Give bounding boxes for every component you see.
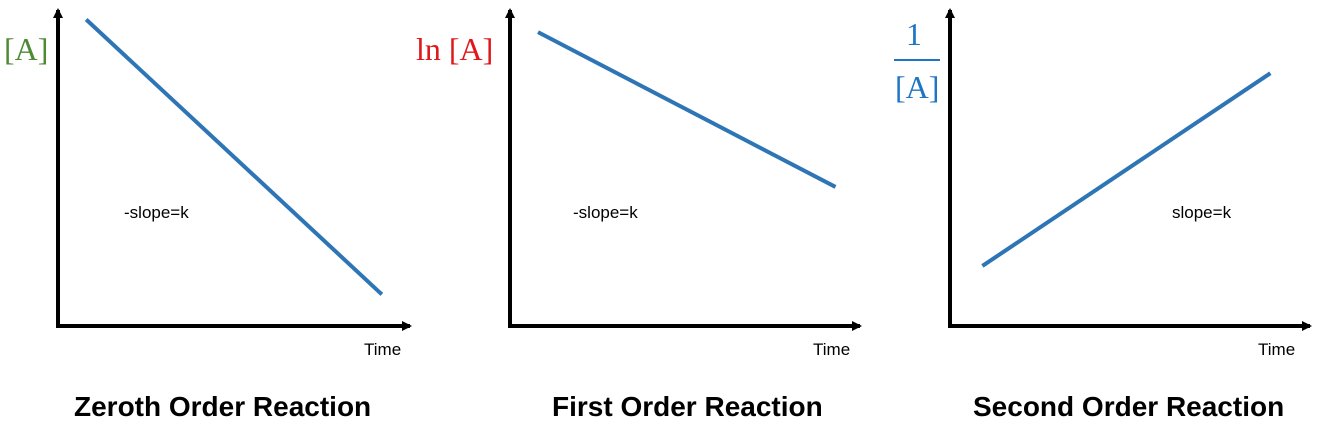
y-axis-label-numerator: 1 — [906, 16, 922, 52]
y-axis-label: [A] — [4, 31, 48, 67]
x-axis-label: Time — [364, 340, 401, 359]
series-line — [84, 18, 384, 296]
slope-annotation: -slope=k — [124, 203, 189, 222]
slope-annotation: -slope=k — [573, 203, 638, 222]
chart-first-order: ln [A] -slope=k Time First Order Reactio… — [416, 8, 862, 422]
series-line — [537, 30, 837, 189]
y-axis-label-denominator: [A] — [895, 69, 939, 105]
chart-title: Zeroth Order Reaction — [74, 391, 371, 422]
chart-zeroth-order: [A] -slope=k Time Zeroth Order Reaction — [4, 8, 412, 422]
x-axis-label: Time — [813, 340, 850, 359]
y-axis-label: ln [A] — [416, 31, 493, 67]
x-axis-label: Time — [1258, 340, 1295, 359]
slope-annotation: slope=k — [1172, 203, 1232, 222]
chart-title: Second Order Reaction — [973, 391, 1284, 422]
chart-second-order: 1 [A] slope=k Time Second Order Reaction — [894, 8, 1312, 422]
chart-title: First Order Reaction — [552, 391, 823, 422]
series-line — [981, 71, 1272, 268]
